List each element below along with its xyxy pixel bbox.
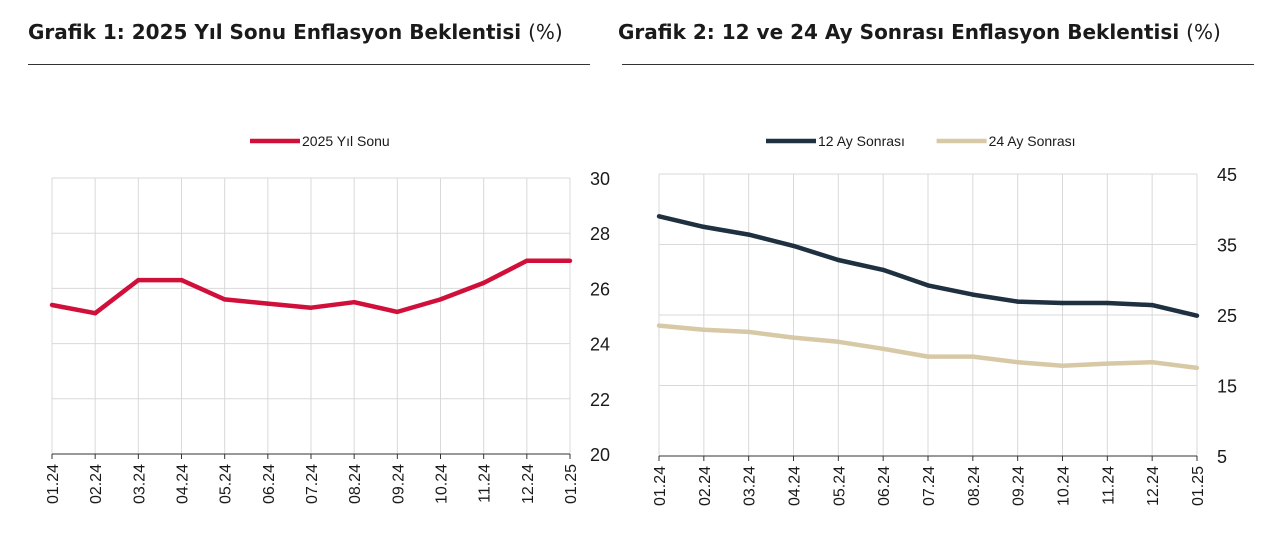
y-tick-label: 15 [1217, 377, 1237, 397]
x-tick-label: 04.24 [175, 464, 192, 504]
chart-title-2-unit: (%) [1186, 20, 1221, 44]
title-rule-1 [28, 64, 590, 65]
x-tick-label: 06.24 [876, 466, 893, 506]
data-point [395, 309, 400, 315]
data-point [970, 354, 976, 359]
x-tick-label: 10.24 [1056, 466, 1073, 506]
data-point [524, 258, 530, 263]
data-point [1149, 302, 1155, 308]
data-point [308, 305, 314, 310]
data-point [656, 323, 662, 328]
data-point [49, 302, 55, 308]
data-point [836, 339, 841, 344]
data-point [179, 277, 184, 283]
data-point [92, 311, 98, 316]
data-point [1015, 360, 1020, 365]
data-point [880, 267, 886, 273]
x-tick-label: 05.24 [218, 464, 235, 504]
data-point [791, 335, 796, 340]
chart-title-1: Grafik 1: 2025 Yıl Sonu Enflasyon Beklen… [28, 20, 563, 44]
x-tick-label: 09.24 [390, 464, 407, 504]
x-tick-label: 12.24 [1145, 466, 1162, 506]
x-tick-label: 02.24 [697, 466, 714, 506]
title-rule-2 [622, 64, 1254, 65]
data-point [1194, 313, 1200, 318]
legend-label: 24 Ay Sonrası [989, 133, 1076, 149]
data-point [481, 280, 486, 286]
data-point [1105, 361, 1110, 366]
y-tick-label: 22 [590, 390, 610, 410]
data-point [222, 297, 227, 302]
data-point [1105, 300, 1110, 306]
data-point [1060, 300, 1065, 306]
x-tick-label: 05.24 [831, 466, 848, 506]
chart-title-2-text: Grafik 2: 12 ve 24 Ay Sonrası Enflasyon … [618, 20, 1180, 44]
data-point [136, 277, 141, 283]
data-point [746, 329, 751, 335]
data-point [970, 292, 976, 297]
data-point [701, 327, 707, 333]
x-tick-label: 01.24 [45, 464, 62, 504]
chart-panel-1: Grafik 1: 2025 Yıl Sonu Enflasyon Beklen… [0, 0, 610, 559]
x-tick-label: 10.24 [434, 464, 451, 504]
chart-title-1-unit: (%) [528, 20, 563, 44]
y-tick-label: 25 [1217, 306, 1237, 326]
data-point [1060, 363, 1065, 368]
data-point [925, 354, 931, 359]
data-point [791, 243, 796, 249]
data-point [836, 257, 841, 263]
x-tick-label: 08.24 [347, 464, 364, 504]
y-tick-label: 30 [590, 169, 610, 189]
data-point [1149, 360, 1155, 365]
x-tick-label: 11.24 [477, 464, 494, 503]
x-tick-label: 01.24 [652, 466, 669, 506]
x-tick-label: 09.24 [1011, 466, 1028, 506]
chart-panel-2: Grafik 2: 12 ve 24 Ay Sonrası Enflasyon … [610, 0, 1280, 559]
legend-label: 2025 Yıl Sonu [302, 133, 390, 149]
data-point [265, 301, 271, 306]
data-point [567, 258, 573, 263]
x-tick-label: 03.24 [131, 464, 148, 504]
y-tick-label: 35 [1217, 236, 1237, 256]
data-point [880, 346, 886, 352]
chart-1-plot: 20 22 24 26 28 30 01.24 02.24 03.24 04.24 05.24 06.… [45, 133, 610, 504]
y-tick-label: 24 [590, 335, 610, 355]
x-tick-label: 12.24 [520, 464, 537, 504]
data-point [701, 224, 707, 230]
data-point [925, 283, 931, 288]
chart-2-plot: 5 15 25 35 45 01.24 02.24 03.24 04.24 05.24 06.24 0… [652, 133, 1237, 506]
x-tick-label: 07.24 [921, 466, 938, 506]
data-point [746, 232, 751, 237]
data-point [1194, 365, 1200, 371]
y-tick-label: 28 [590, 224, 610, 244]
x-tick-label: 04.24 [787, 466, 804, 506]
y-tick-label: 5 [1217, 447, 1227, 467]
x-tick-label: 03.24 [742, 466, 759, 506]
chart-title-1-text: Grafik 1: 2025 Yıl Sonu Enflasyon Beklen… [28, 20, 522, 44]
x-tick-label: 01.25 [1190, 466, 1207, 506]
y-tick-label: 26 [590, 279, 610, 299]
chart-title-2: Grafik 2: 12 ve 24 Ay Sonrası Enflasyon … [618, 20, 1221, 44]
data-point [351, 300, 357, 305]
data-point [656, 214, 662, 219]
x-tick-label: 01.25 [563, 464, 580, 504]
x-tick-label: 06.24 [261, 464, 278, 504]
legend-label: 12 Ay Sonrası [818, 133, 905, 149]
x-tick-label: 11.24 [1100, 466, 1117, 505]
data-point [438, 297, 443, 302]
x-tick-label: 07.24 [304, 464, 321, 504]
data-point [1015, 299, 1020, 304]
y-tick-label: 20 [590, 445, 610, 465]
x-tick-label: 08.24 [966, 466, 983, 506]
x-tick-label: 02.24 [88, 464, 105, 504]
y-tick-label: 45 [1217, 165, 1237, 185]
